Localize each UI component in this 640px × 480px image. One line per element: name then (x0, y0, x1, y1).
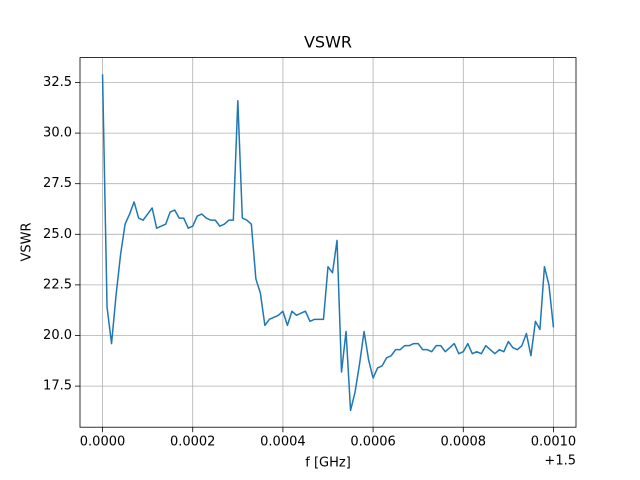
y-axis-label: VSWR (20, 222, 35, 261)
x-tick-label: 0.0004 (260, 435, 306, 450)
x-tick-label: 0.0002 (170, 435, 216, 450)
y-tick-label: 20.0 (43, 328, 72, 343)
chart-title: VSWR (304, 33, 352, 52)
plot-frame (79, 57, 577, 428)
x-tick-label: 0.0008 (441, 435, 487, 450)
x-tick-label: 0.0010 (531, 435, 577, 450)
y-tick-label: 25.0 (43, 227, 72, 242)
x-tick-label: 0.0006 (350, 435, 396, 450)
x-offset-label: +1.5 (544, 454, 576, 469)
y-tick-label: 17.5 (43, 379, 72, 394)
x-tick-label: 0.0000 (80, 435, 126, 450)
data-line (101, 74, 555, 412)
y-tick-label: 22.5 (43, 277, 72, 292)
y-tick-label: 32.5 (43, 75, 72, 90)
y-tick-label: 30.0 (43, 126, 72, 141)
y-tick-label: 27.5 (43, 176, 72, 191)
x-axis-label: f [GHz] (305, 456, 351, 471)
